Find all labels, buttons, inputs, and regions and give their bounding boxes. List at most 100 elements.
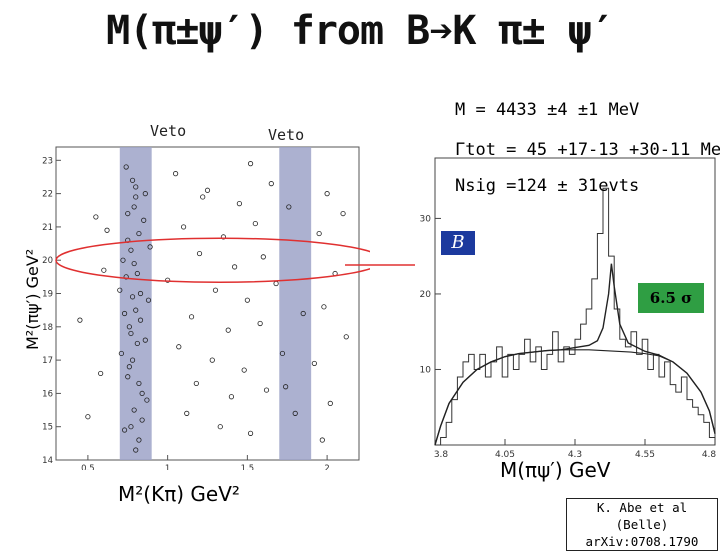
scatter-point bbox=[279, 350, 286, 357]
scatter-point bbox=[340, 210, 346, 217]
mass-histogram: 10 20 30 3.8 4.05 4.3 4.55 4.8 bbox=[415, 150, 720, 460]
scatter-point bbox=[241, 367, 247, 373]
x-tick-label: 1 bbox=[165, 464, 170, 470]
hist-y-tick-label: 20 bbox=[420, 290, 432, 300]
scatter-point bbox=[263, 387, 270, 393]
scatter-point bbox=[188, 314, 195, 320]
scatter-point bbox=[196, 250, 203, 257]
y-tick-label: 22 bbox=[42, 190, 53, 200]
scatter-point bbox=[123, 274, 129, 280]
belle-logo: B bbox=[440, 230, 476, 256]
scatter-point bbox=[257, 320, 263, 327]
scatter-point bbox=[85, 414, 91, 420]
scatter-point bbox=[145, 297, 152, 303]
hist-x-tick-label: 3.8 bbox=[434, 450, 449, 460]
scatter-point bbox=[217, 424, 223, 430]
dalitz-x-axis-label: M²(Kπ) GeV² bbox=[118, 482, 240, 506]
scatter-point bbox=[184, 410, 190, 416]
scatter-point bbox=[142, 191, 148, 197]
y-tick-label: 14 bbox=[42, 456, 53, 466]
scatter-point bbox=[260, 254, 266, 260]
veto-band bbox=[279, 147, 312, 460]
reference-authors: K. Abe et al (Belle) bbox=[596, 500, 688, 532]
mass-result: M = 4433 ±4 ±1 MeV bbox=[455, 100, 640, 120]
scatter-point bbox=[117, 287, 123, 293]
y-tick-label: 17 bbox=[42, 356, 53, 366]
scatter-point bbox=[165, 277, 171, 283]
x-tick-label: 2 bbox=[324, 464, 329, 470]
scatter-point bbox=[131, 260, 137, 267]
hist-y-tick-label: 30 bbox=[420, 214, 432, 224]
scatter-point bbox=[137, 317, 144, 323]
hist-y-tick-label: 10 bbox=[420, 365, 432, 375]
significance-badge: 6.5 σ bbox=[638, 283, 704, 313]
scatter-point bbox=[212, 287, 219, 293]
y-tick-label: 15 bbox=[42, 423, 53, 433]
scatter-point bbox=[252, 220, 258, 227]
scatter-point bbox=[125, 210, 131, 217]
scatter-point bbox=[327, 400, 333, 406]
scatter-point bbox=[128, 247, 134, 253]
scatter-point bbox=[136, 437, 142, 443]
scatter-point bbox=[236, 201, 242, 207]
veto-label-right: Veto bbox=[268, 126, 305, 144]
scatter-point bbox=[220, 234, 227, 240]
scatter-point bbox=[121, 310, 128, 317]
hist-x-tick-label: 4.55 bbox=[635, 450, 655, 460]
scatter-point bbox=[77, 317, 83, 323]
hist-x-tick-label: 4.3 bbox=[568, 450, 582, 460]
highlight-ellipse bbox=[55, 237, 370, 283]
scatter-point bbox=[247, 161, 254, 167]
scatter-point bbox=[134, 340, 140, 347]
scatter-point bbox=[247, 430, 254, 436]
histogram-x-axis-label: M(πψ′) GeV bbox=[500, 458, 611, 482]
scatter-point bbox=[324, 191, 330, 197]
scatter-point bbox=[129, 294, 136, 300]
scatter-point bbox=[286, 204, 292, 210]
scatter-point bbox=[311, 360, 317, 367]
scatter-point bbox=[225, 327, 231, 333]
scatter-point bbox=[126, 324, 132, 330]
reference-arxiv: arXiv:0708.1790 bbox=[585, 534, 699, 549]
scatter-point bbox=[134, 270, 140, 277]
scatter-point bbox=[133, 307, 139, 313]
scatter-point bbox=[93, 214, 99, 220]
hist-x-tick-label: 4.8 bbox=[702, 450, 717, 460]
x-tick-label: 0.5 bbox=[81, 464, 95, 470]
scatter-point bbox=[200, 194, 206, 200]
scatter-point bbox=[128, 424, 134, 430]
scatter-point bbox=[321, 304, 327, 310]
veto-label-left: Veto bbox=[150, 122, 187, 140]
scatter-point bbox=[123, 164, 129, 170]
y-tick-label: 23 bbox=[42, 156, 53, 166]
scatter-point bbox=[144, 397, 150, 403]
scatter-point bbox=[101, 267, 107, 273]
scatter-point bbox=[133, 184, 139, 190]
y-tick-label: 19 bbox=[42, 290, 53, 300]
scatter-point bbox=[319, 437, 325, 443]
scatter-point bbox=[136, 230, 142, 237]
scatter-point bbox=[193, 380, 199, 387]
dalitz-plot: 14 15 16 17 18 19 20 21 22 23 0.5 1 1.5 2 bbox=[40, 140, 370, 470]
scatter-point bbox=[129, 357, 136, 363]
veto-band bbox=[119, 147, 152, 460]
scatter-point bbox=[180, 224, 187, 230]
scatter-point bbox=[126, 364, 132, 370]
reference-box: K. Abe et al (Belle) arXiv:0708.1790 bbox=[566, 498, 718, 551]
scatter-point bbox=[147, 244, 153, 250]
slide-title: M(π±ψ′) from B➔K π± ψ′ bbox=[106, 8, 615, 54]
scatter-point bbox=[209, 357, 215, 363]
scatter-point bbox=[128, 330, 134, 337]
scatter-point bbox=[104, 227, 110, 233]
scatter-point bbox=[141, 217, 147, 223]
scatter-point bbox=[292, 410, 298, 416]
y-tick-label: 18 bbox=[42, 323, 53, 333]
scatter-point bbox=[136, 380, 142, 387]
scatter-point bbox=[120, 257, 126, 263]
scatter-point bbox=[125, 374, 131, 380]
nsig-result: Nsig =124 ± 31evts bbox=[455, 176, 640, 196]
y-tick-label: 21 bbox=[42, 223, 53, 233]
width-result-text: Γtot = 45 +17-13 +30-11 MeV bbox=[455, 140, 720, 160]
scatter-point bbox=[137, 290, 144, 297]
scatter-point bbox=[343, 334, 349, 340]
